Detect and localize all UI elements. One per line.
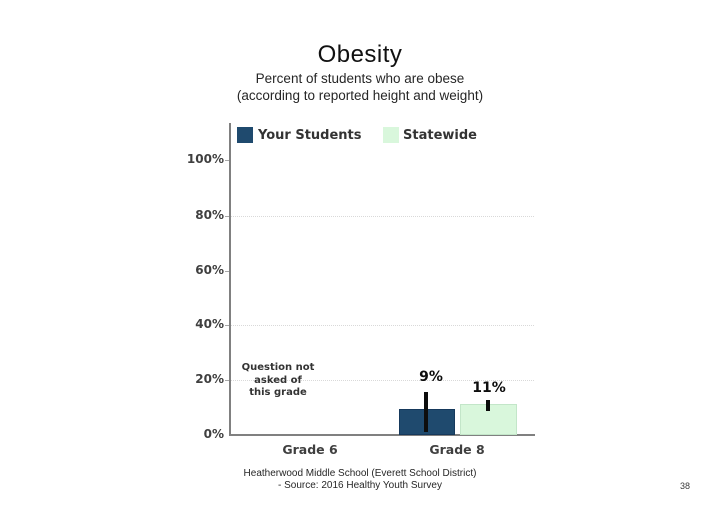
subtitle-line-2: (according to reported height and weight…: [236, 88, 484, 103]
annotation-line-1: Question not: [241, 362, 315, 373]
page-number: 38: [679, 481, 690, 491]
y-axis-label-0: 0%: [203, 427, 224, 441]
legend-swatch-your-students: [237, 127, 253, 143]
gridline-20: [231, 380, 534, 381]
y-axis-label-40: 40%: [195, 317, 224, 331]
error-bar-statewide: [486, 400, 490, 412]
data-label-your-students: 9%: [419, 369, 443, 385]
y-tick-mark-40: [225, 325, 229, 326]
page-title: Obesity: [317, 41, 403, 68]
y-tick-mark-60: [225, 271, 229, 272]
y-tick-mark-20: [225, 380, 229, 381]
subtitle-line-1: Percent of students who are obese: [255, 71, 465, 86]
y-axis-label-100: 100%: [186, 152, 224, 166]
footer-school-line: Heatherwood Middle School (Everett Schoo…: [243, 468, 477, 479]
annotation-line-3: this grade: [249, 387, 307, 398]
gridline-80: [231, 216, 534, 217]
data-label-statewide: 11%: [472, 380, 506, 396]
annotation-line-2: asked of: [254, 374, 302, 386]
legend-swatch-statewide: [383, 127, 399, 143]
gridline-40: [231, 325, 534, 326]
y-tick-mark-80: [225, 216, 229, 217]
y-axis-line: [229, 123, 231, 436]
legend-label-your-students: Your Students: [258, 128, 362, 143]
annotation-question-not-asked: Question not asked of this grade: [231, 362, 325, 400]
y-axis-label-60: 60%: [195, 263, 224, 277]
y-axis-label-20: 20%: [195, 372, 224, 386]
chart-subtitle: Percent of students who are obese (accor…: [0, 70, 720, 104]
x-axis-label-grade6: Grade 6: [282, 442, 338, 457]
x-axis-label-grade8: Grade 8: [429, 442, 485, 457]
legend-label-statewide: Statewide: [403, 128, 477, 143]
error-bar-your-students: [424, 392, 428, 433]
y-tick-mark-100: [225, 160, 229, 161]
footer-source-line: - Source: 2016 Healthy Youth Survey: [278, 480, 442, 491]
x-axis-line: [229, 434, 535, 436]
y-axis-label-80: 80%: [195, 208, 224, 222]
footer: Heatherwood Middle School (Everett Schoo…: [0, 468, 720, 492]
